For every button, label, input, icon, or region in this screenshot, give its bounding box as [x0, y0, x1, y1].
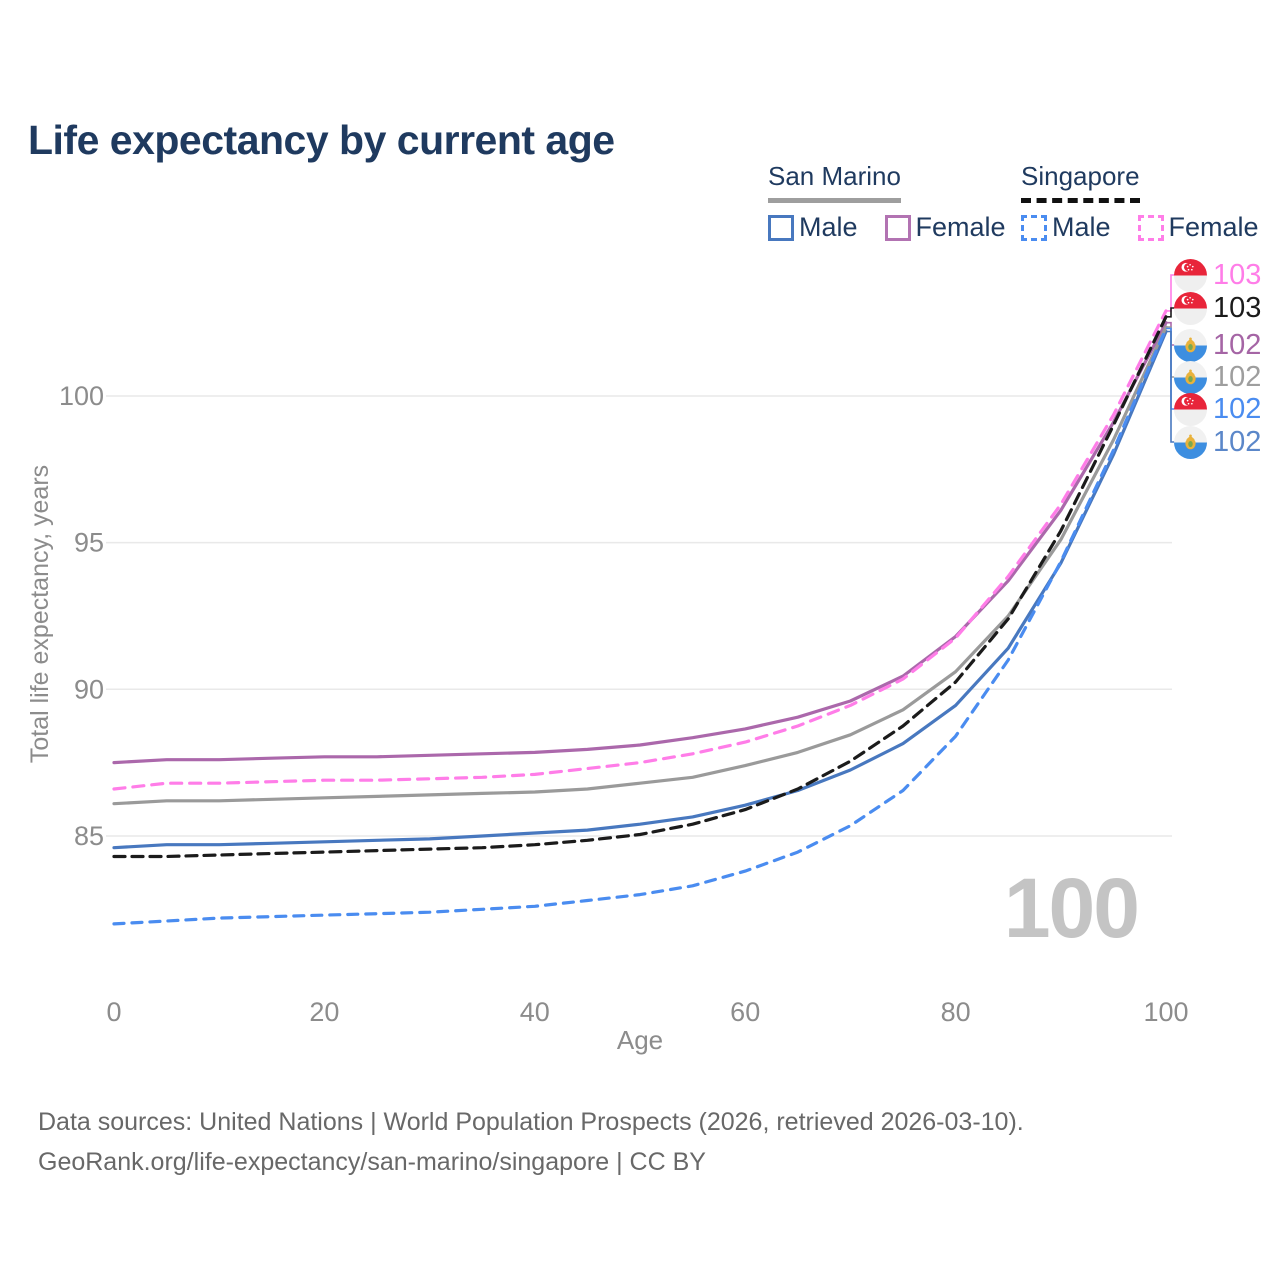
singapore-flag-icon [1174, 258, 1207, 292]
x-tick-label-60: 60 [730, 997, 760, 1027]
age-watermark: 100 [1003, 861, 1140, 955]
legend-title-san-marino[interactable]: San Marino [768, 161, 901, 203]
x-tick-label-0: 0 [106, 997, 121, 1027]
legend-swatch-san-marino-male[interactable] [768, 214, 794, 241]
x-axis-title: Age [617, 1025, 663, 1055]
end-label-value: 103 [1213, 291, 1262, 324]
legend-group-singapore: Singapore Male Female [1021, 161, 1259, 243]
series-line-singapore[interactable] [112, 315, 1168, 859]
singapore-flag-icon [1174, 392, 1207, 426]
legend-swatch-san-marino-female[interactable] [884, 214, 911, 241]
end-label-value: 102 [1213, 392, 1262, 425]
end-label-value: 103 [1213, 258, 1262, 291]
series-line-singapore-male[interactable] [112, 326, 1168, 926]
footer-attribution-link[interactable]: GeoRank.org/life-expectancy/san-marino/s… [38, 1148, 706, 1176]
page-title: Life expectancy by current age [28, 117, 615, 164]
footer-data-sources: Data sources: United Nations | World Pop… [38, 1108, 1024, 1136]
legend-group-san-marino: San Marino Male Female [768, 161, 1006, 243]
end-label-leader-1 [1166, 307, 1176, 318]
end-label-value: 102 [1213, 360, 1262, 393]
y-tick-label-100: 100 [59, 381, 104, 411]
end-label-row: 103 [1174, 291, 1261, 325]
end-label-row: 102 [1174, 392, 1261, 426]
series-line-san-marino-male[interactable] [112, 329, 1168, 850]
x-tick-label-20: 20 [309, 997, 339, 1027]
san-marino-flag-icon [1174, 360, 1207, 394]
legend-title-singapore[interactable]: Singapore [1021, 161, 1140, 203]
end-label-value: 102 [1213, 328, 1262, 361]
series-line-singapore-female[interactable] [112, 309, 1168, 791]
legend-label-san-marino-male[interactable]: Male [799, 212, 858, 242]
end-label-value: 102 [1213, 425, 1262, 458]
y-tick-label-95: 95 [74, 528, 104, 558]
series-line-san-marino-female[interactable] [112, 321, 1168, 765]
legend-label-san-marino-female[interactable]: Female [915, 212, 1006, 242]
end-label-leader-0 [1166, 274, 1176, 312]
legend-label-singapore-male[interactable]: Male [1052, 212, 1111, 242]
x-tick-label-80: 80 [941, 997, 971, 1027]
end-label-row: 102 [1174, 360, 1261, 394]
end-label-row: 102 [1174, 328, 1261, 362]
legend-label-singapore-female[interactable]: Female [1168, 212, 1259, 242]
y-tick-label-85: 85 [74, 821, 104, 851]
y-tick-label-90: 90 [74, 674, 104, 704]
san-marino-flag-icon [1174, 425, 1207, 459]
end-label-leader-5 [1166, 330, 1176, 443]
series-line-san-marino[interactable] [112, 325, 1168, 806]
end-label-row: 103 [1174, 258, 1261, 292]
y-axis-title: Total life expectancy, years [26, 465, 54, 763]
legend-swatch-singapore-male[interactable] [1021, 214, 1047, 241]
singapore-flag-icon [1174, 291, 1207, 325]
x-tick-label-100: 100 [1143, 997, 1188, 1027]
legend-swatch-singapore-female[interactable] [1137, 214, 1164, 241]
end-label-row: 102 [1174, 425, 1261, 459]
san-marino-flag-icon [1174, 328, 1207, 362]
x-tick-label-40: 40 [520, 997, 550, 1027]
